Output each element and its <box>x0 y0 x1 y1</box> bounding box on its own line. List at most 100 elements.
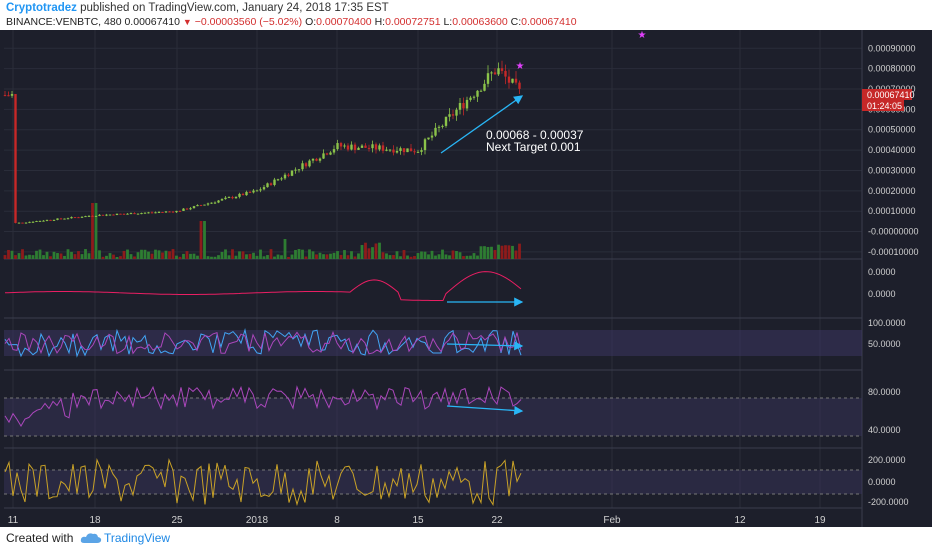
x-tick-label: 2018 <box>246 515 269 526</box>
candle-body <box>448 114 451 117</box>
countdown-tag <box>862 100 904 111</box>
volume-bar <box>497 244 500 259</box>
candle-body <box>238 193 241 197</box>
volume-bar <box>469 255 472 259</box>
volume-bar <box>367 248 371 259</box>
candle-body <box>490 72 493 74</box>
volume-bar <box>290 254 294 259</box>
volume-bar <box>45 251 49 259</box>
last-price: 0.00067410 <box>124 16 180 28</box>
volume-bar <box>409 256 413 259</box>
volume-bar <box>486 246 490 259</box>
price-tick-label: 0.00040000 <box>868 145 916 155</box>
volume-bar <box>7 249 10 259</box>
volume-bar <box>437 254 441 259</box>
volume-bar <box>346 255 350 259</box>
candle-body <box>70 217 73 219</box>
volume-bar <box>238 251 241 259</box>
candle-body <box>164 211 168 213</box>
author-link[interactable]: Cryptotradez <box>6 2 77 14</box>
tradingview-logo-icon <box>80 533 102 543</box>
volume-bar <box>434 255 437 259</box>
candle-body <box>266 183 269 188</box>
volume-bar <box>374 243 378 259</box>
volume-bar <box>164 250 168 259</box>
candle-body <box>357 147 360 150</box>
volume-bar <box>196 255 199 259</box>
candle-body <box>234 196 238 199</box>
candle-body <box>423 139 427 151</box>
candle-body <box>465 99 469 109</box>
volume-bar <box>255 255 259 259</box>
publish-line: Cryptotradez published on TradingView.co… <box>6 2 389 14</box>
candle-body <box>126 213 129 215</box>
countdown-tag-text: 01:24:05 <box>867 101 902 111</box>
candle-body <box>350 144 353 150</box>
candle-body <box>210 202 213 204</box>
volume-bar <box>350 251 353 259</box>
published-text: published on TradingView.com, January 24… <box>76 2 389 14</box>
volume-bar <box>175 255 178 259</box>
volume-bar <box>252 252 255 259</box>
candle-body <box>56 218 59 220</box>
candle-body <box>518 82 521 89</box>
candle-body <box>420 150 423 152</box>
high-label: H: <box>374 16 386 28</box>
volume-bar <box>392 255 395 259</box>
candle-body <box>451 114 455 116</box>
candle-body <box>59 218 63 220</box>
candle-body <box>434 127 437 136</box>
trend-arrow-stoch <box>446 341 524 351</box>
candle-body <box>437 126 441 128</box>
volume-bar <box>126 249 129 259</box>
tradingview-link[interactable]: TradingView <box>104 531 171 545</box>
volume-bar <box>28 254 31 259</box>
volume-bar <box>42 255 45 259</box>
macd-line <box>4 271 522 301</box>
candle-body <box>91 215 94 217</box>
volume-bar <box>122 250 126 259</box>
volume-bar <box>423 251 427 259</box>
macd-tick-label: 0.0000 <box>868 267 896 277</box>
candle-body <box>322 153 325 159</box>
candle-body <box>147 212 150 214</box>
volume-bar <box>140 249 143 259</box>
candle-body <box>493 72 497 75</box>
star-icon: ★ <box>638 30 647 41</box>
x-tick-label: 25 <box>171 515 183 526</box>
candle-body <box>427 137 430 140</box>
candle-body <box>455 109 458 116</box>
candle-body <box>3 95 7 97</box>
candle-body <box>346 145 350 150</box>
candle-body <box>500 68 504 71</box>
trading-chart[interactable]: 0.00068 - 0.00037 Next Target 0.001 ★ ★ … <box>0 30 932 527</box>
volume-bar <box>301 249 304 259</box>
time-axis[interactable]: 11 18 25 2018 8 15 22 Feb 12 19 <box>8 515 826 526</box>
candle-body <box>416 151 420 153</box>
high-value: 0.00072751 <box>385 16 441 28</box>
candle-body <box>17 222 21 224</box>
candle-body <box>161 212 164 214</box>
candle-body <box>199 205 203 207</box>
cci-axis: 200.0000 0.0000 -200.0000 <box>868 455 909 507</box>
volume-bar <box>10 250 14 259</box>
candle-body <box>469 97 472 100</box>
volume-bar <box>14 255 17 259</box>
volume-bar <box>248 253 252 259</box>
volume-bar <box>262 256 266 259</box>
stoch-tick-label: 100.0000 <box>868 318 906 328</box>
volume-bar <box>136 252 140 259</box>
volume-bar <box>129 254 133 259</box>
volume-bar <box>378 242 381 259</box>
volume-bar <box>150 253 154 259</box>
volume-bar <box>325 254 329 259</box>
volume-bar <box>336 251 339 259</box>
candle-body <box>353 144 357 150</box>
candle-body <box>476 90 479 97</box>
price-tick-label: 0.00050000 <box>868 125 916 135</box>
cci-tick-label: 0.0000 <box>868 477 896 487</box>
volume-bar <box>395 251 399 259</box>
candle-body <box>444 116 448 126</box>
volume-bar <box>3 255 7 259</box>
volume-bar <box>115 256 119 259</box>
